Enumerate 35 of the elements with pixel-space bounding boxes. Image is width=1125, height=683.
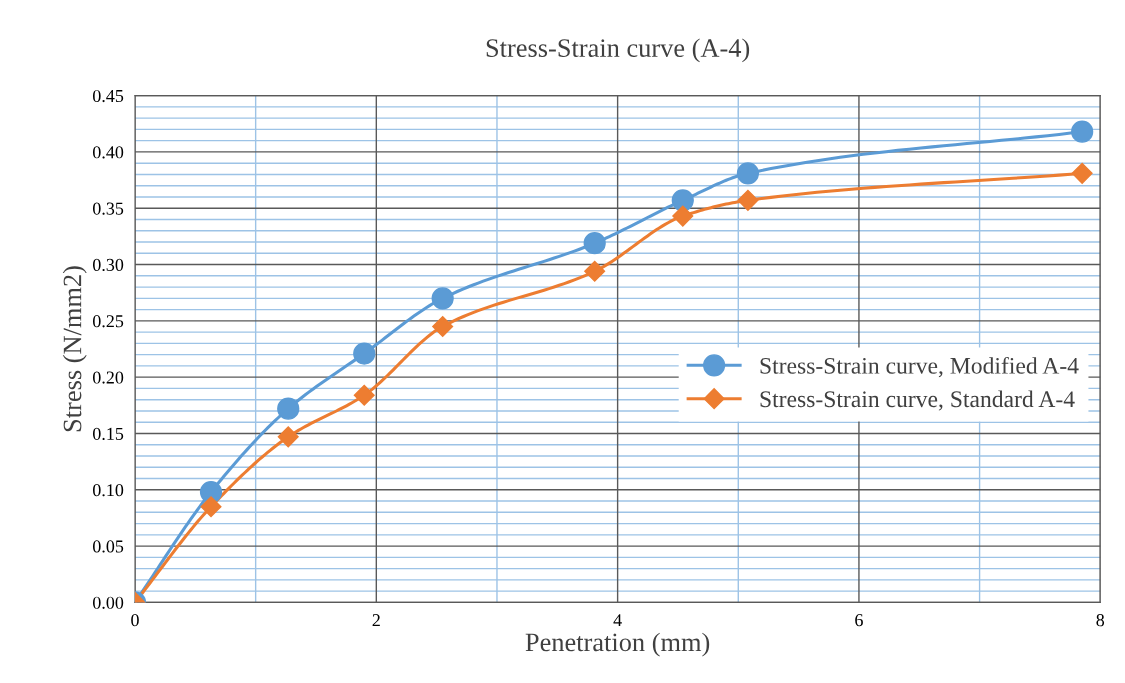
point [583, 232, 606, 255]
y-tick-label: 0.15 [92, 427, 124, 440]
x-axis-title: Penetration (mm) [525, 632, 710, 657]
legend-label: Stress-Strain curve, Modified A-4 [760, 356, 1079, 378]
point [353, 384, 375, 406]
point [277, 426, 299, 448]
y-axis-title: Stress (N/mm2) [62, 266, 87, 432]
point [736, 162, 760, 185]
x-tick-label: 6 [855, 614, 863, 627]
point [737, 189, 759, 211]
point [671, 189, 694, 212]
point [672, 205, 694, 227]
point [1071, 162, 1093, 184]
point [277, 397, 300, 420]
y-tick-label: 0.30 [92, 258, 124, 272]
point [432, 315, 454, 338]
point [584, 260, 606, 282]
y-tick-label: 0.45 [92, 89, 124, 103]
y-tick-label: 0.10 [92, 484, 124, 497]
point [353, 342, 376, 365]
point [200, 496, 222, 518]
y-tick-label: 0.35 [92, 202, 124, 215]
point [1071, 120, 1094, 143]
x-tick-label: 0 [131, 614, 139, 627]
x-tick-label: 4 [613, 614, 622, 627]
chart-title: Stress-Strain curve (A-4) [486, 38, 750, 63]
legend-label: Stress-Strain curve, Standard A-4 [760, 390, 1075, 411]
x-tick-label: 8 [1096, 614, 1105, 627]
point [431, 287, 454, 310]
y-tick-label: 0.20 [92, 371, 124, 384]
y-tick-label: 0.40 [92, 146, 124, 159]
y-tick-label: 0.05 [92, 540, 124, 553]
y-tick-label: 0.00 [92, 596, 124, 609]
x-tick-label: 2 [372, 614, 380, 627]
y-tick-label: 0.25 [92, 315, 124, 328]
